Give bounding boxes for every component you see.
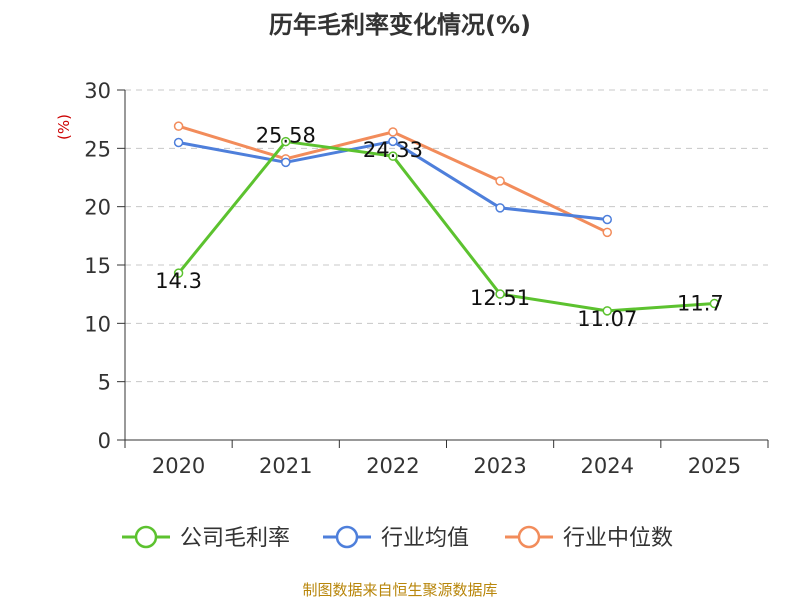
data-point <box>173 137 184 148</box>
x-tick-label: 2023 <box>473 454 526 478</box>
y-tick-label: 10 <box>84 312 111 336</box>
data-point <box>388 136 398 147</box>
data-point <box>602 306 612 316</box>
y-tick-label: 0 <box>98 429 111 453</box>
data-point <box>173 268 184 278</box>
legend-label: 公司毛利率 <box>180 526 290 551</box>
legend: 公司毛利率 行业均值 行业中位数 <box>122 525 673 551</box>
y-tick-label: 25 <box>84 137 111 161</box>
data-labels: 14.3 25.58 24.33 12.51 11.07 11.7 <box>155 124 724 331</box>
chart-title: 历年毛利率变化情况(%) <box>269 11 531 39</box>
series-1 <box>173 136 612 225</box>
legend-item-2[interactable]: 行业中位数 <box>505 525 673 551</box>
data-point <box>602 214 612 225</box>
data-point <box>173 121 184 131</box>
legend-marker <box>335 525 359 549</box>
data-point <box>709 298 720 309</box>
data-point <box>495 176 505 186</box>
x-tick-label: 2022 <box>366 454 419 478</box>
series-group <box>173 121 720 316</box>
x-tick-label: 2021 <box>259 454 312 478</box>
data-point <box>281 136 291 147</box>
y-tick-label: 20 <box>84 196 111 220</box>
data-point <box>281 157 291 168</box>
data-label: 12.51 <box>470 286 530 310</box>
legend-marker <box>517 525 541 549</box>
legend-label: 行业中位数 <box>563 526 673 551</box>
series-0 <box>173 136 720 316</box>
data-point <box>388 151 398 161</box>
x-tick-label: 2020 <box>152 454 205 478</box>
y-axis-unit: (%) <box>55 114 73 140</box>
legend-item-0[interactable]: 公司毛利率 <box>122 525 290 551</box>
data-label: 25.58 <box>256 124 316 148</box>
data-label: 24.33 <box>363 138 423 162</box>
y-tick-labels: 0 5 10 15 20 25 30 <box>84 79 111 453</box>
legend-marker <box>134 525 158 549</box>
data-label: 11.07 <box>577 307 637 331</box>
source-note: 制图数据来自恒生聚源数据库 <box>302 581 497 599</box>
data-label: 11.7 <box>677 292 724 316</box>
legend-label: 行业均值 <box>381 526 469 551</box>
y-tick-label: 15 <box>84 254 111 278</box>
series-2 <box>173 121 612 238</box>
axes <box>117 89 769 448</box>
data-point <box>495 203 505 213</box>
x-tick-labels: 2020 2021 2022 2023 2024 2025 <box>152 454 741 478</box>
data-point <box>388 127 398 137</box>
data-label: 14.3 <box>155 269 202 293</box>
x-tick-label: 2025 <box>688 454 741 478</box>
y-tick-label: 5 <box>98 371 111 395</box>
data-point <box>495 289 505 299</box>
series-line <box>177 140 715 313</box>
legend-item-1[interactable]: 行业均值 <box>323 525 469 551</box>
data-point <box>602 227 612 238</box>
grid-lines <box>125 89 768 383</box>
y-tick-label: 30 <box>84 79 111 103</box>
x-tick-label: 2024 <box>581 454 634 478</box>
